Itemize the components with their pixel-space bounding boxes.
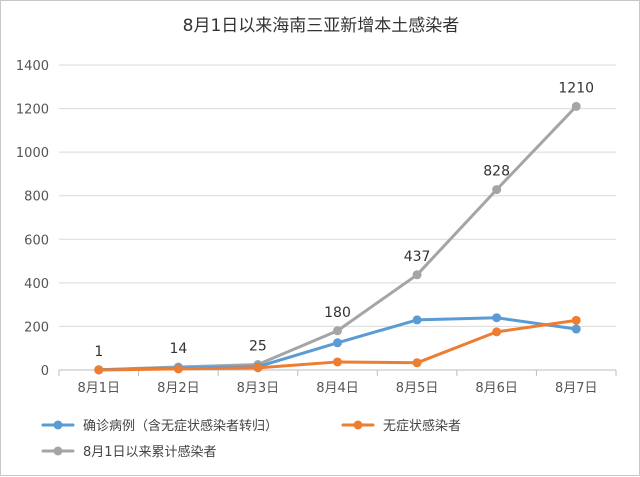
legend-label: 8月1日以来累计感染者 xyxy=(83,444,217,460)
y-tick-label: 200 xyxy=(24,320,49,335)
data-label: 180 xyxy=(324,305,351,321)
data-point xyxy=(333,326,342,336)
legend-marker xyxy=(53,446,63,456)
data-label: 1210 xyxy=(558,80,594,96)
data-label: 437 xyxy=(404,249,431,265)
legend-marker xyxy=(53,420,63,430)
series-lines xyxy=(94,101,581,375)
y-tick-label: 1200 xyxy=(16,103,49,118)
legend-marker xyxy=(353,420,363,430)
x-tick-label: 8月3日 xyxy=(237,381,280,396)
y-tick-label: 600 xyxy=(24,233,49,248)
data-label: 828 xyxy=(483,164,510,180)
data-point xyxy=(173,364,183,374)
x-axis-ticks: 8月1日 8月2日 8月3日 8月4日 8月5日 8月6日 8月7日 xyxy=(58,370,617,396)
data-point xyxy=(571,324,581,334)
data-point xyxy=(492,185,502,195)
data-point xyxy=(492,327,502,337)
data-label: 25 xyxy=(249,339,267,355)
data-labels: 1 14 25 180 437 828 1210 xyxy=(94,80,594,359)
y-tick-label: 400 xyxy=(24,277,49,292)
data-label: 14 xyxy=(169,341,187,357)
x-tick-label: 8月1日 xyxy=(78,381,121,396)
y-tick-label: 0 xyxy=(41,364,49,379)
data-point xyxy=(94,365,104,375)
x-tick-label: 8月5日 xyxy=(396,381,439,396)
data-point xyxy=(333,357,342,367)
legend: 确诊病例（含无症状感染者转归） 无症状感染者 8月1日以来累计感染者 xyxy=(41,418,461,460)
y-axis-ticks: 0 200 400 600 800 1000 1200 1400 xyxy=(16,59,49,379)
x-tick-label: 8月7日 xyxy=(555,381,598,396)
legend-label: 无症状感染者 xyxy=(383,418,461,434)
data-point xyxy=(571,315,581,325)
x-tick-label: 8月2日 xyxy=(157,381,200,396)
x-tick-label: 8月6日 xyxy=(475,381,518,396)
data-point xyxy=(253,363,263,373)
data-point xyxy=(571,101,581,111)
data-point xyxy=(412,315,422,325)
chart-title: 8月1日以来海南三亚新增本土感染者 xyxy=(183,16,460,36)
x-tick-label: 8月4日 xyxy=(316,381,359,396)
data-point xyxy=(333,338,342,348)
data-point xyxy=(412,270,422,280)
y-tick-label: 1400 xyxy=(16,59,49,74)
y-tick-label: 1000 xyxy=(16,146,49,161)
data-label: 1 xyxy=(94,344,103,360)
y-tick-label: 800 xyxy=(24,190,49,205)
legend-label: 确诊病例（含无症状感染者转归） xyxy=(83,418,278,434)
data-point xyxy=(412,358,422,368)
gridlines xyxy=(59,64,616,371)
data-point xyxy=(492,313,502,323)
